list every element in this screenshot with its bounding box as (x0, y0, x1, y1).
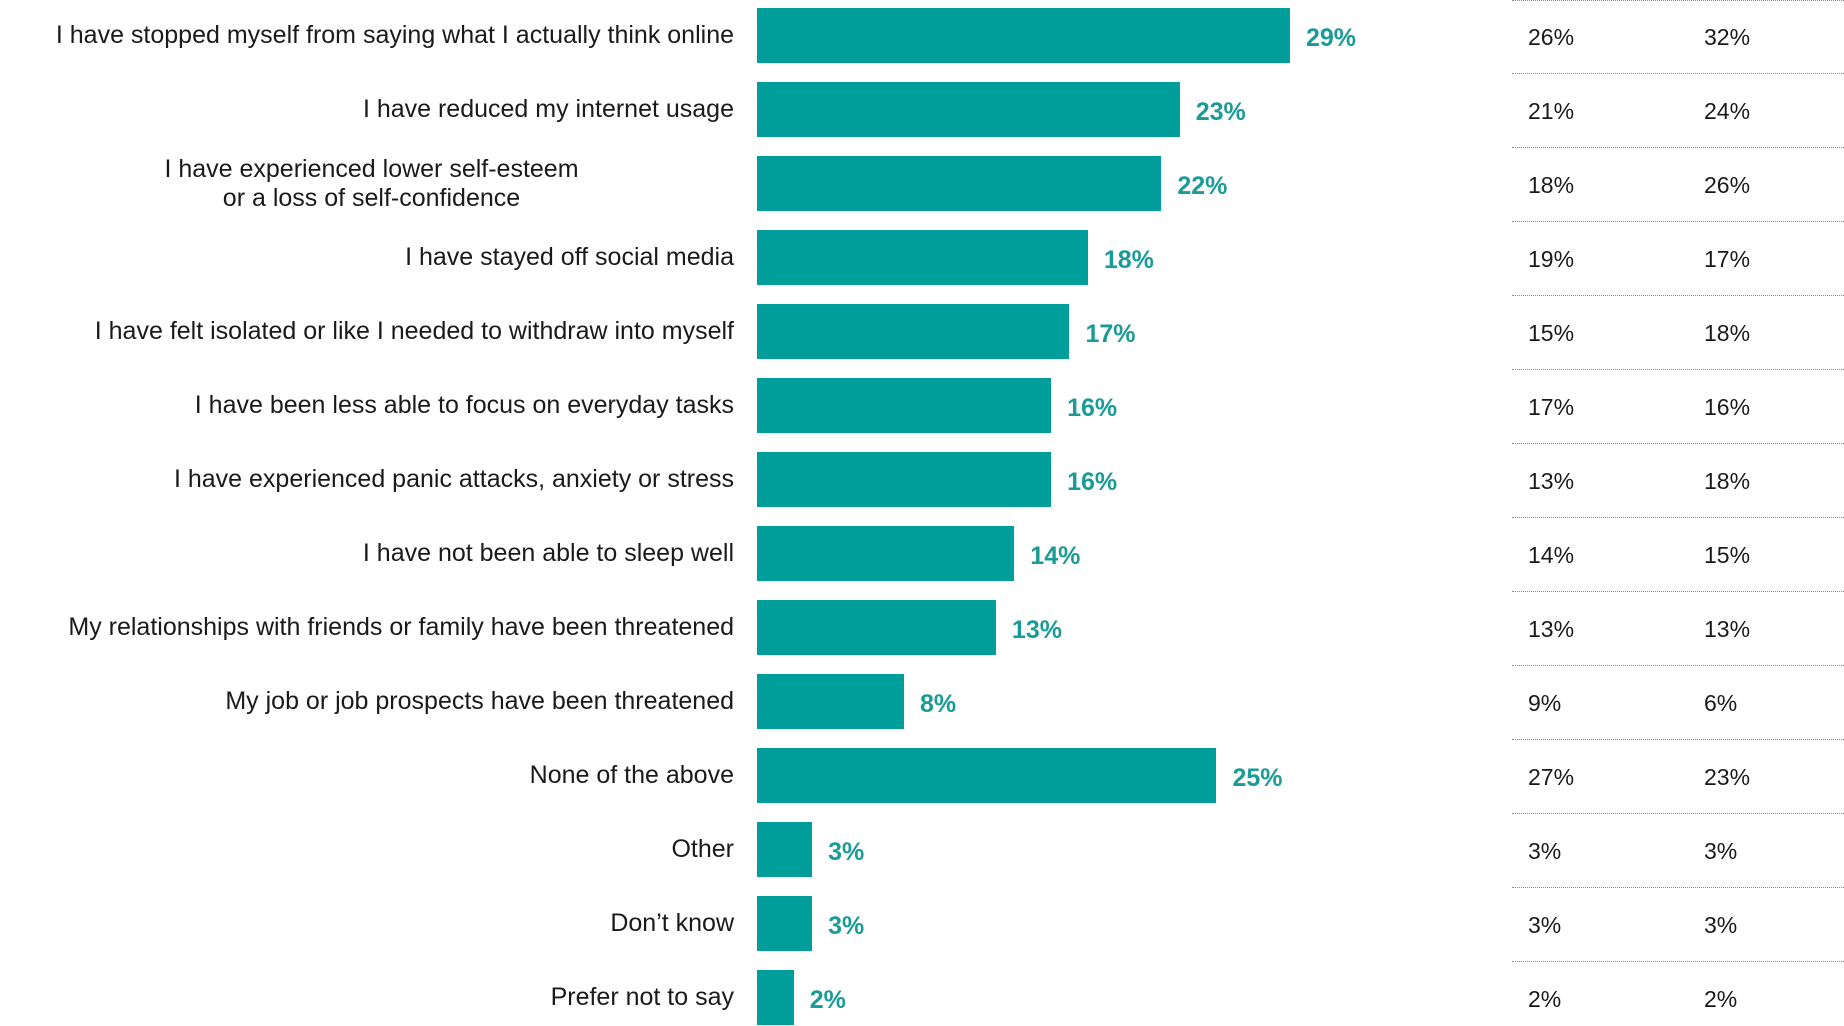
data-label: 8% (920, 689, 957, 718)
table-cell: 18% (1704, 467, 1751, 494)
table-cell: 2% (1528, 985, 1562, 1012)
data-label: 3% (828, 837, 865, 866)
data-label: 14% (1030, 541, 1081, 570)
category-label: I have stayed off social media (405, 243, 734, 271)
category-label: I have been less able to focus on everyd… (194, 391, 734, 419)
category-label: I have experienced lower self-esteem or a… (164, 154, 579, 212)
bar (757, 748, 1217, 803)
table-cell: 9% (1528, 689, 1562, 716)
table-cell: 32% (1704, 23, 1751, 50)
category-label: I have not been able to sleep well (362, 539, 734, 567)
data-label: 13% (1011, 615, 1062, 644)
row-divider (1512, 73, 1844, 74)
category-label: I have felt isolated or like I needed to… (94, 317, 734, 345)
data-label: 17% (1085, 319, 1136, 348)
bar (757, 304, 1070, 359)
table-cell: 18% (1704, 319, 1751, 346)
bar (757, 526, 1015, 581)
data-label: 16% (1067, 467, 1118, 496)
bar (757, 82, 1180, 137)
data-label: 16% (1067, 393, 1118, 422)
table-cell: 3% (1704, 837, 1738, 864)
table-cell: 14% (1528, 541, 1575, 568)
row-divider (1512, 887, 1844, 888)
row-divider (1512, 295, 1844, 296)
bar (757, 896, 813, 951)
bar (757, 970, 794, 1025)
table-cell: 3% (1528, 911, 1562, 938)
category-label: I have stopped myself from saying what I… (55, 21, 734, 49)
table-cell: 17% (1528, 393, 1575, 420)
table-cell: 18% (1528, 171, 1575, 198)
table-cell: 2% (1704, 985, 1738, 1012)
category-label: I have experienced panic attacks, anxiet… (173, 465, 734, 493)
category-label: My job or job prospects have been threat… (225, 687, 734, 715)
data-label: 3% (828, 911, 865, 940)
table-cell: 13% (1528, 615, 1575, 642)
row-divider (1512, 443, 1844, 444)
bar (757, 822, 813, 877)
table-cell: 19% (1528, 245, 1575, 272)
table-cell: 3% (1528, 837, 1562, 864)
table-cell: 23% (1704, 763, 1751, 790)
category-label: Don’t know (610, 909, 734, 937)
data-label: 18% (1103, 245, 1154, 274)
data-label: 22% (1177, 171, 1228, 200)
table-cell: 16% (1704, 393, 1751, 420)
data-label: 23% (1195, 97, 1246, 126)
table-cell: 3% (1704, 911, 1738, 938)
table-cell: 26% (1528, 23, 1575, 50)
bar (757, 156, 1162, 211)
row-divider (1512, 739, 1844, 740)
table-cell: 13% (1528, 467, 1575, 494)
bar (757, 230, 1088, 285)
row-divider (1512, 369, 1844, 370)
row-divider (1512, 591, 1844, 592)
row-divider (1512, 147, 1844, 148)
bar (757, 600, 996, 655)
data-label: 2% (809, 985, 846, 1014)
row-divider (1512, 813, 1844, 814)
category-label: I have reduced my internet usage (362, 95, 734, 123)
bar (757, 452, 1052, 507)
data-label: 25% (1232, 763, 1283, 792)
table-top-divider (1512, 0, 1844, 1)
row-divider (1512, 665, 1844, 666)
bar (757, 674, 905, 729)
category-label: None of the above (529, 761, 734, 789)
table-cell: 21% (1528, 97, 1575, 124)
table-cell: 6% (1704, 689, 1738, 716)
table-cell: 26% (1704, 171, 1751, 198)
row-divider (1512, 961, 1844, 962)
table-cell: 17% (1704, 245, 1751, 272)
data-label: 29% (1306, 23, 1357, 52)
category-label: My relationships with friends or family … (68, 613, 734, 641)
category-label: Prefer not to say (550, 983, 734, 1011)
row-divider (1512, 221, 1844, 222)
bar (757, 8, 1290, 63)
row-divider (1512, 517, 1844, 518)
table-cell: 15% (1704, 541, 1751, 568)
table-cell: 13% (1704, 615, 1751, 642)
table-cell: 24% (1704, 97, 1751, 124)
table-cell: 27% (1528, 763, 1575, 790)
bar (757, 378, 1052, 433)
table-cell: 15% (1528, 319, 1575, 346)
category-label: Other (671, 835, 734, 863)
